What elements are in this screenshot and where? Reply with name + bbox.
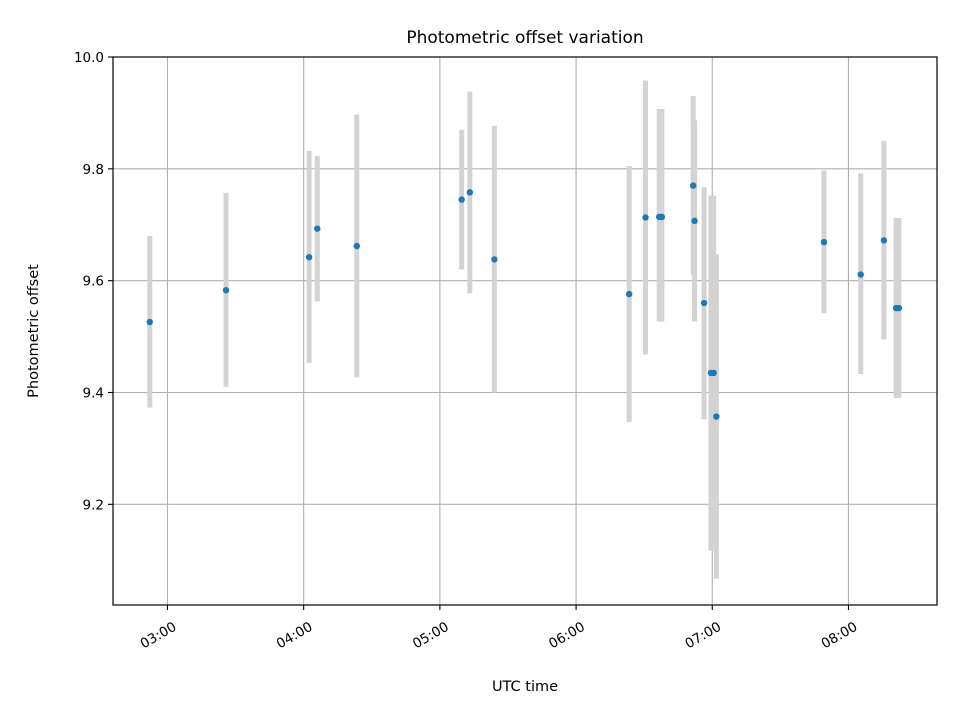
data-point (466, 189, 474, 196)
data-point (658, 213, 666, 221)
data-point (691, 217, 698, 225)
plot-frame (112, 56, 938, 606)
data-point (710, 369, 717, 377)
data-point (895, 304, 903, 312)
y-tick-label: 9.8 (83, 162, 104, 178)
data-points (146, 182, 903, 420)
data-point (880, 237, 888, 244)
y-tick-label: 10.0 (74, 50, 104, 66)
y-tick-label: 9.4 (83, 386, 104, 402)
data-point (353, 242, 360, 250)
data-point (491, 256, 498, 263)
data-point (305, 253, 313, 261)
data-point (820, 238, 828, 246)
y-tick-label: 9.2 (83, 497, 104, 513)
data-point (146, 318, 153, 326)
data-point (314, 225, 321, 232)
x-axis-label: UTC time (492, 679, 558, 695)
data-point (222, 286, 230, 294)
data-point (713, 413, 720, 420)
data-point (642, 214, 649, 221)
y-tick-label: 9.6 (83, 274, 104, 290)
data-point (857, 271, 864, 278)
data-point (700, 299, 708, 307)
data-point (690, 182, 697, 189)
chart-title: Photometric offset variation (406, 28, 643, 48)
data-point (625, 290, 633, 298)
y-axis-label: Photometric offset (26, 264, 42, 398)
data-point (458, 196, 465, 203)
